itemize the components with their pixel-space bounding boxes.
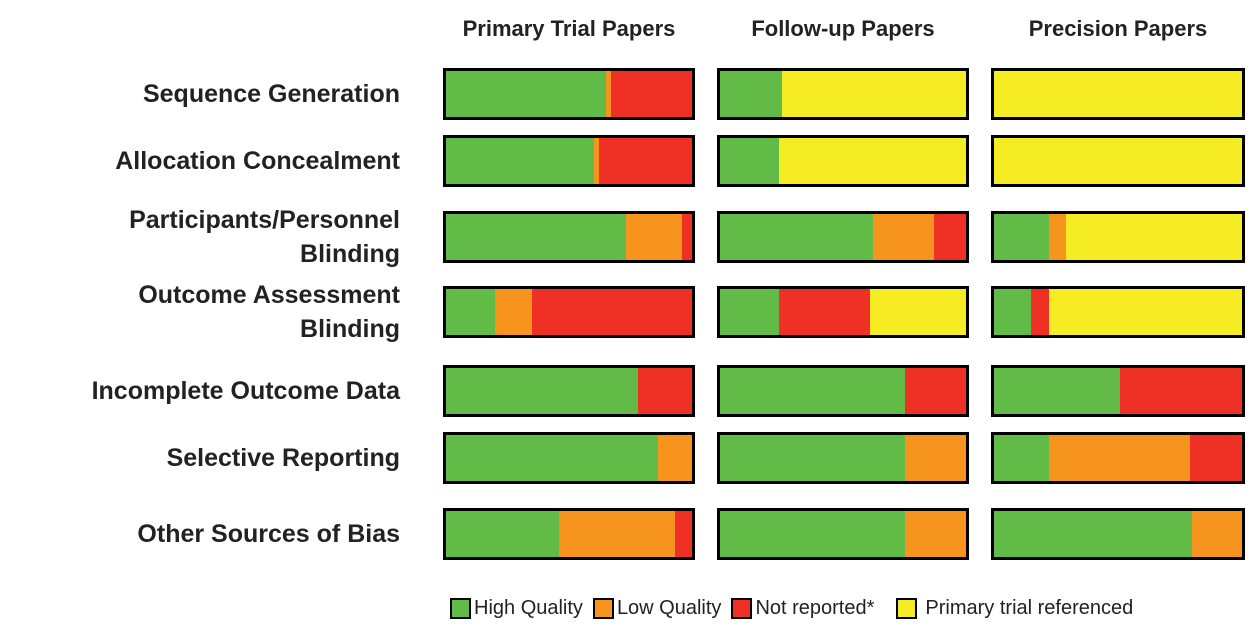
bar-track — [991, 68, 1245, 120]
bar-segment — [870, 289, 966, 335]
bar-segment — [446, 138, 594, 184]
legend-swatch — [731, 598, 753, 619]
bar-segment — [994, 368, 1121, 414]
bar-segment — [610, 71, 692, 117]
bar-segment — [1048, 289, 1242, 335]
bar-track — [991, 432, 1245, 484]
legend-item: High Quality — [450, 597, 583, 620]
bar-track — [991, 286, 1245, 338]
bar-segment — [1120, 368, 1242, 414]
bar-segment — [781, 71, 966, 117]
bar-segment — [720, 138, 780, 184]
bar-segment — [720, 214, 873, 260]
bar-segment — [872, 214, 935, 260]
legend-swatch — [896, 598, 918, 619]
bar-segment — [637, 368, 692, 414]
legend-label: Primary trial referenced — [925, 597, 1134, 619]
panel-title: Follow-up Papers — [751, 16, 935, 41]
bar-track — [717, 286, 969, 338]
bar-track — [717, 211, 969, 263]
legend: High Quality Low Quality Not reported* Prim… — [450, 597, 1143, 620]
bar-segment — [779, 289, 871, 335]
row-label: Selective Reporting — [166, 444, 400, 472]
bar-segment — [779, 138, 966, 184]
bar-segment — [532, 289, 692, 335]
panel-title: Precision Papers — [1028, 16, 1208, 41]
bar-segment — [1048, 214, 1066, 260]
bar-segment — [446, 511, 560, 557]
row-label: Participants/Personnel Blinding — [129, 206, 400, 268]
bar-segment — [1031, 289, 1049, 335]
row-label: Sequence Generation — [142, 80, 400, 108]
bar-track — [991, 365, 1245, 417]
bar-track — [443, 286, 695, 338]
bar-track — [443, 68, 695, 120]
bar-segment — [682, 214, 692, 260]
row-label: Other Sources of Bias — [137, 520, 400, 548]
row-label: Incomplete Outcome Data — [91, 377, 400, 405]
bar-segment — [720, 435, 905, 481]
bar-track — [991, 135, 1245, 187]
bar-track — [991, 508, 1245, 560]
bar-track — [717, 68, 969, 120]
bar-segment — [446, 214, 626, 260]
bar-segment — [994, 214, 1049, 260]
bar-segment — [994, 71, 1242, 117]
legend-swatch — [450, 598, 471, 619]
legend-label: Not reported* — [755, 597, 875, 619]
bar-track — [717, 365, 969, 417]
bar-segment — [446, 289, 496, 335]
legend-label: High Quality — [474, 597, 583, 619]
bar-segment — [720, 71, 782, 117]
bar-segment — [720, 368, 905, 414]
bar-segment — [994, 435, 1049, 481]
bar-segment — [446, 435, 658, 481]
bar-segment — [559, 511, 675, 557]
bar-segment — [674, 511, 692, 557]
bar-segment — [720, 511, 905, 557]
legend-swatch — [592, 598, 614, 619]
legend-item: Not reported* — [731, 597, 874, 620]
bar-segment — [446, 71, 606, 117]
bar-track — [443, 508, 695, 560]
bar-segment — [994, 511, 1193, 557]
bar-track — [443, 365, 695, 417]
bar-segment — [720, 289, 780, 335]
row-label: Outcome Assessment Blinding — [138, 281, 400, 343]
bar-segment — [1065, 214, 1242, 260]
bar-track — [717, 135, 969, 187]
bar-track — [991, 211, 1245, 263]
bar-track — [443, 211, 695, 263]
bar-segment — [593, 138, 599, 184]
bar-segment — [904, 511, 966, 557]
legend-item: Primary trial referenced — [896, 597, 1133, 620]
bar-track — [443, 432, 695, 484]
bar-segment — [1048, 435, 1190, 481]
row-label: Allocation Concealment — [115, 147, 400, 175]
bar-segment — [605, 71, 611, 117]
legend-item: Low Quality — [592, 597, 722, 620]
bar-track — [443, 135, 695, 187]
bar-segment — [446, 368, 638, 414]
bar-segment — [904, 368, 966, 414]
bar-segment — [1192, 511, 1242, 557]
bar-segment — [625, 214, 683, 260]
bar-segment — [1189, 435, 1242, 481]
panel-title: Primary Trial Papers — [462, 16, 676, 41]
bar-segment — [598, 138, 692, 184]
bar-segment — [657, 435, 692, 481]
bar-segment — [994, 138, 1242, 184]
bar-track — [717, 508, 969, 560]
legend-label: Low Quality — [616, 597, 722, 619]
bar-segment — [904, 435, 966, 481]
bar-segment — [994, 289, 1032, 335]
bar-segment — [934, 214, 966, 260]
bar-track — [717, 432, 969, 484]
bar-segment — [495, 289, 533, 335]
